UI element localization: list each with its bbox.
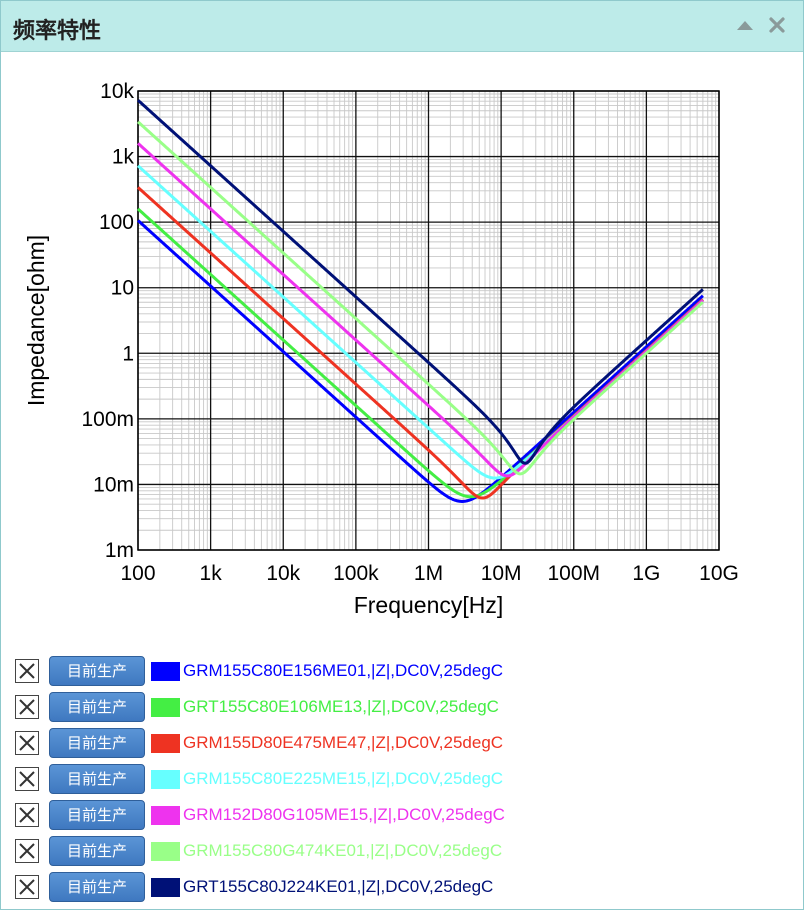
series-line-1 (136, 219, 704, 503)
y-tick-label: 100m (81, 408, 134, 431)
x-axis-label: Frequency[Hz] (354, 592, 504, 618)
series-line-5 (136, 142, 704, 478)
checkbox-x-icon[interactable] (15, 767, 39, 791)
in-production-button[interactable]: 目前生产 (49, 836, 145, 866)
in-production-button[interactable]: 目前生产 (49, 728, 145, 758)
y-tick-label: 10 (111, 277, 134, 300)
legend-series-label[interactable]: GRM155C80E225ME15,|Z|,DC0V,25degC (183, 769, 504, 788)
panel-titlebar: 频率特性 (1, 1, 803, 52)
legend-row: 目前生产 GRM155C80G474KE01,|Z|,DC0V,25degC (13, 835, 793, 871)
legend-series-label[interactable]: GRT155C80J224KE01,|Z|,DC0V,25degC (183, 877, 494, 896)
legend-color-swatch (151, 662, 180, 681)
legend-row: 目前生产 GRM152D80G105ME15,|Z|,DC0V,25degC (13, 799, 793, 835)
in-production-button[interactable]: 目前生产 (49, 872, 145, 902)
x-tick-label: 100M (547, 562, 600, 585)
x-tick-label: 100 (120, 562, 155, 585)
y-tick-label: 10m (93, 473, 134, 496)
legend-series-label[interactable]: GRM155D80E475ME47,|Z|,DC0V,25degC (183, 733, 504, 752)
legend-series-label[interactable]: GRT155C80E106ME13,|Z|,DC0V,25degC (183, 697, 499, 716)
legend-color-swatch (151, 770, 180, 789)
y-tick-label: 10k (100, 80, 134, 103)
y-tick-label: 1k (112, 146, 135, 169)
legend-color-swatch (151, 698, 180, 717)
checkbox-x-icon[interactable] (15, 695, 39, 719)
legend-color-swatch (151, 734, 180, 753)
checkbox-x-icon[interactable] (15, 659, 39, 683)
legend-row: 目前生产 GRT155C80J224KE01,|Z|,DC0V,25degC (13, 871, 793, 907)
legend-row: 目前生产 GRM155C80E156ME01,|Z|,DC0V,25degC (13, 655, 793, 691)
x-tick-label: 100k (333, 562, 379, 585)
y-tick-label: 1m (105, 539, 134, 562)
close-x-icon[interactable] (767, 15, 787, 35)
legend-color-swatch (151, 806, 180, 825)
legend-series-label[interactable]: GRM155C80G474KE01,|Z|,DC0V,25degC (183, 841, 503, 860)
legend-row: 目前生产 GRT155C80E106ME13,|Z|,DC0V,25degC (13, 691, 793, 727)
legend-series-label[interactable]: GRM152D80G105ME15,|Z|,DC0V,25degC (183, 805, 505, 824)
legend-row: 目前生产 GRM155C80E225ME15,|Z|,DC0V,25degC (13, 763, 793, 799)
checkbox-x-icon[interactable] (15, 803, 39, 827)
impedance-chart: 100 1k 10k 100k 1M 10M 100M 1G 10G 1m 10m 100m 1 10 10… (23, 80, 739, 618)
y-tick-label: 1 (122, 342, 134, 365)
panel-title: 频率特性 (13, 19, 102, 44)
y-axis-label: Impedance[ohm] (23, 235, 49, 406)
triangle-up-icon[interactable] (735, 15, 755, 35)
legend-row: 目前生产 GRM155D80E475ME47,|Z|,DC0V,25degC (13, 727, 793, 763)
x-tick-label: 10k (266, 562, 300, 585)
in-production-button[interactable]: 目前生产 (49, 656, 145, 686)
series-line-6 (136, 120, 704, 476)
checkbox-x-icon[interactable] (15, 731, 39, 755)
x-tick-label: 10G (699, 562, 739, 585)
series-line-7 (136, 99, 704, 465)
in-production-button[interactable]: 目前生产 (49, 692, 145, 722)
plot-border (137, 90, 720, 551)
y-tick-label: 100 (99, 211, 134, 234)
series-line-3 (136, 186, 704, 500)
legend-color-swatch (151, 842, 180, 861)
checkbox-x-icon[interactable] (15, 875, 39, 899)
legend-color-swatch (151, 878, 180, 897)
legend-series-label[interactable]: GRM155C80E156ME01,|Z|,DC0V,25degC (183, 661, 504, 680)
in-production-button[interactable]: 目前生产 (49, 764, 145, 794)
x-tick-label: 10M (481, 562, 522, 585)
in-production-button[interactable]: 目前生产 (49, 800, 145, 830)
x-tick-label: 1M (414, 562, 443, 585)
x-tick-label: 1k (200, 562, 223, 585)
chart-legend: 目前生产 GRM155C80E156ME01,|Z|,DC0V,25degC 目前生… (13, 655, 793, 907)
x-tick-label: 1G (632, 562, 660, 585)
checkbox-x-icon[interactable] (15, 839, 39, 863)
